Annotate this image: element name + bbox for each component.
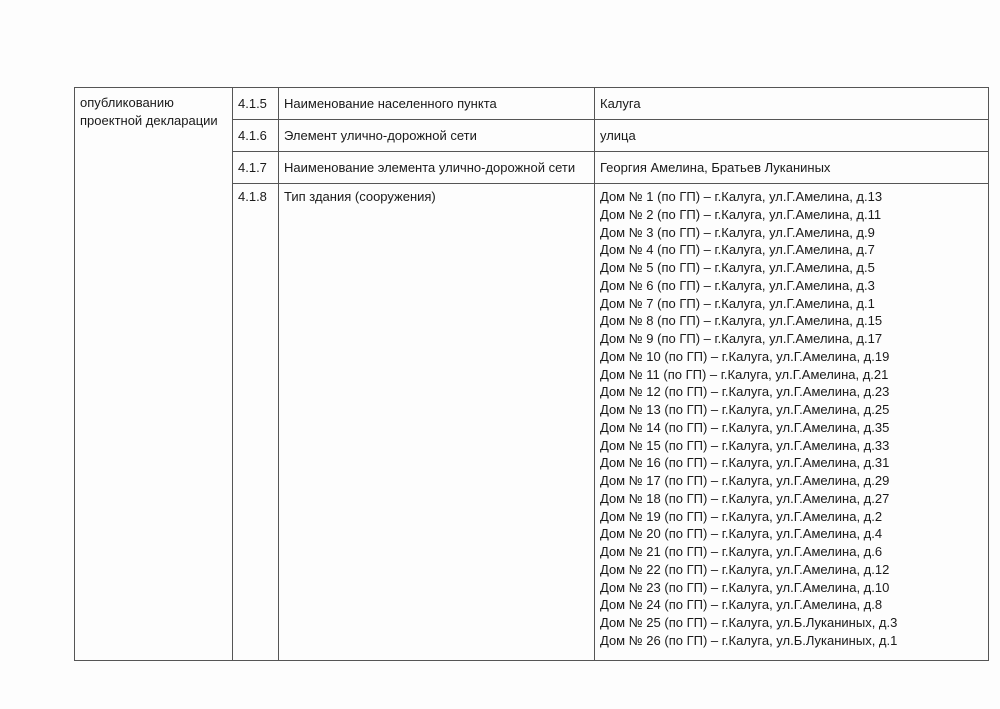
building-item: Дом № 16 (по ГП) – г.Калуга, ул.Г.Амелин… xyxy=(600,454,983,472)
row-name: Наименование элемента улично-дорожной се… xyxy=(279,152,595,184)
building-item: Дом № 19 (по ГП) – г.Калуга, ул.Г.Амелин… xyxy=(600,508,983,526)
building-item: Дом № 10 (по ГП) – г.Калуга, ул.Г.Амелин… xyxy=(600,348,983,366)
section-label: опубликованию проектной декларации xyxy=(75,88,233,661)
building-item: Дом № 15 (по ГП) – г.Калуга, ул.Г.Амелин… xyxy=(600,437,983,455)
building-item: Дом № 6 (по ГП) – г.Калуга, ул.Г.Амелина… xyxy=(600,277,983,295)
building-item: Дом № 3 (по ГП) – г.Калуга, ул.Г.Амелина… xyxy=(600,224,983,242)
row-name: Элемент улично-дорожной сети xyxy=(279,120,595,152)
row-value: Георгия Амелина, Братьев Луканиных xyxy=(595,152,989,184)
building-item: Дом № 26 (по ГП) – г.Калуга, ул.Б.Лукани… xyxy=(600,632,983,650)
row-number: 4.1.7 xyxy=(233,152,279,184)
row-number: 4.1.5 xyxy=(233,88,279,120)
building-item: Дом № 1 (по ГП) – г.Калуга, ул.Г.Амелина… xyxy=(600,188,983,206)
building-item: Дом № 24 (по ГП) – г.Калуга, ул.Г.Амелин… xyxy=(600,596,983,614)
row-value: улица xyxy=(595,120,989,152)
building-item: Дом № 17 (по ГП) – г.Калуга, ул.Г.Амелин… xyxy=(600,472,983,490)
row-number: 4.1.6 xyxy=(233,120,279,152)
declaration-table: опубликованию проектной декларации 4.1.5… xyxy=(74,87,989,661)
building-item: Дом № 23 (по ГП) – г.Калуга, ул.Г.Амелин… xyxy=(600,579,983,597)
building-item: Дом № 12 (по ГП) – г.Калуга, ул.Г.Амелин… xyxy=(600,383,983,401)
building-item: Дом № 14 (по ГП) – г.Калуга, ул.Г.Амелин… xyxy=(600,419,983,437)
building-item: Дом № 7 (по ГП) – г.Калуга, ул.Г.Амелина… xyxy=(600,295,983,313)
building-item: Дом № 25 (по ГП) – г.Калуга, ул.Б.Лукани… xyxy=(600,614,983,632)
building-item: Дом № 9 (по ГП) – г.Калуга, ул.Г.Амелина… xyxy=(600,330,983,348)
building-item: Дом № 13 (по ГП) – г.Калуга, ул.Г.Амелин… xyxy=(600,401,983,419)
building-item: Дом № 4 (по ГП) – г.Калуга, ул.Г.Амелина… xyxy=(600,241,983,259)
building-item: Дом № 22 (по ГП) – г.Калуга, ул.Г.Амелин… xyxy=(600,561,983,579)
row-name: Тип здания (сооружения) xyxy=(279,184,595,661)
building-item: Дом № 20 (по ГП) – г.Калуга, ул.Г.Амелин… xyxy=(600,525,983,543)
building-item: Дом № 21 (по ГП) – г.Калуга, ул.Г.Амелин… xyxy=(600,543,983,561)
row-value: Калуга xyxy=(595,88,989,120)
building-item: Дом № 8 (по ГП) – г.Калуга, ул.Г.Амелина… xyxy=(600,312,983,330)
building-item: Дом № 2 (по ГП) – г.Калуга, ул.Г.Амелина… xyxy=(600,206,983,224)
building-item: Дом № 11 (по ГП) – г.Калуга, ул.Г.Амелин… xyxy=(600,366,983,384)
building-item: Дом № 5 (по ГП) – г.Калуга, ул.Г.Амелина… xyxy=(600,259,983,277)
row-number: 4.1.8 xyxy=(233,184,279,661)
row-name: Наименование населенного пункта xyxy=(279,88,595,120)
table-row: опубликованию проектной декларации 4.1.5… xyxy=(75,88,989,120)
building-item: Дом № 18 (по ГП) – г.Калуга, ул.Г.Амелин… xyxy=(600,490,983,508)
buildings-list: Дом № 1 (по ГП) – г.Калуга, ул.Г.Амелина… xyxy=(595,184,989,661)
